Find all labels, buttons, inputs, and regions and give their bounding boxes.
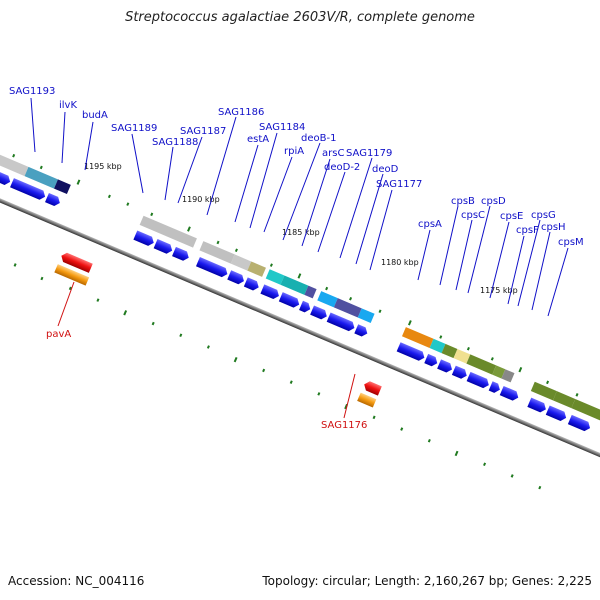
cds-arrow bbox=[499, 385, 519, 401]
reverse-feature-block bbox=[357, 392, 377, 408]
feature-block bbox=[466, 354, 497, 375]
label-leader-lines bbox=[30, 97, 569, 317]
cds-arrow bbox=[0, 167, 11, 185]
scale-ticks bbox=[12, 153, 579, 397]
gene-label-sag1188: SAG1188 bbox=[152, 137, 198, 148]
gene-label-deod-2: deoD-2 bbox=[324, 162, 360, 173]
feature-block bbox=[401, 327, 434, 349]
scale-label: 1185 kbp bbox=[282, 228, 320, 237]
feature-block bbox=[501, 369, 515, 383]
gene-label-cpsa: cpsA bbox=[418, 219, 442, 230]
gene-label-sag1193: SAG1193 bbox=[9, 86, 55, 97]
cds-arrow bbox=[451, 365, 467, 379]
gene-label-sag1184: SAG1184 bbox=[259, 122, 305, 133]
gene-label-cpsc: cpsC bbox=[461, 210, 485, 221]
cds-arrow bbox=[260, 284, 279, 300]
cds-arrow bbox=[527, 397, 546, 413]
feature-block bbox=[54, 179, 71, 195]
map-title: Streptococcus agalactiae 2603V/R, comple… bbox=[125, 10, 475, 25]
cds-arrow bbox=[488, 381, 500, 393]
feature-block bbox=[453, 348, 471, 364]
cds-arrow bbox=[195, 257, 228, 278]
cds-arrow bbox=[567, 414, 591, 432]
scale-labels: 1195 kbp 1190 kbp 1185 kbp 1180 kbp 1175… bbox=[84, 162, 518, 295]
scale-label: 1175 kbp bbox=[480, 286, 518, 295]
cds-arrow bbox=[243, 277, 259, 291]
gene-label-deod: deoD bbox=[372, 164, 399, 175]
reverse-feature-block bbox=[54, 264, 90, 286]
gene-labels: SAG1193 ilvK budA SAG1189 SAG1188 SAG118… bbox=[9, 86, 584, 248]
cds-arrow bbox=[396, 342, 425, 361]
gene-label-pava: pavA bbox=[46, 329, 71, 340]
cds-arrow bbox=[310, 305, 327, 320]
feature-block bbox=[139, 215, 197, 248]
reverse-cds-arrow bbox=[364, 381, 382, 396]
feature-block bbox=[530, 381, 557, 401]
cds-arrow bbox=[437, 359, 452, 373]
cds-arrow bbox=[172, 246, 189, 261]
cds-arrow bbox=[45, 192, 60, 207]
feature-block bbox=[0, 141, 29, 177]
cds-arrow bbox=[10, 178, 46, 200]
feature-block bbox=[304, 285, 317, 299]
cds-arrow bbox=[133, 230, 154, 246]
scale-label: 1190 kbp bbox=[182, 195, 220, 204]
cds-arrow bbox=[354, 324, 368, 337]
cds-arrow bbox=[299, 300, 311, 313]
gene-label-cpse: cpsE bbox=[500, 211, 523, 222]
feature-block bbox=[552, 391, 576, 409]
gene-label-buda: budA bbox=[82, 110, 108, 121]
feature-block bbox=[24, 166, 58, 189]
gene-label-cpsh: cpsH bbox=[541, 222, 566, 233]
gene-label-cpsf: cpsF bbox=[516, 225, 539, 236]
scale-label: 1195 kbp bbox=[84, 162, 122, 171]
gene-label-sag1179: SAG1179 bbox=[346, 148, 392, 159]
cds-arrow bbox=[545, 405, 567, 421]
feature-block bbox=[571, 398, 600, 424]
gene-label-arsc: arsC bbox=[322, 148, 344, 159]
cds-arrow bbox=[278, 292, 300, 308]
feature-block bbox=[199, 241, 235, 264]
gene-label-cpsd: cpsD bbox=[481, 196, 506, 207]
gene-label-cpsm: cpsM bbox=[558, 237, 584, 248]
gene-label-deob-1: deoB-1 bbox=[301, 133, 336, 144]
reverse-labels: pavA SAG1176 bbox=[46, 329, 367, 431]
feature-block bbox=[333, 298, 362, 318]
genome-backbone bbox=[0, 178, 600, 479]
lower-dot-track bbox=[13, 263, 542, 490]
reverse-cds-arrow bbox=[61, 252, 93, 273]
cds-arrow bbox=[227, 270, 244, 285]
feature-block bbox=[230, 254, 252, 271]
reverse-cds-track bbox=[54, 252, 382, 408]
feature-block bbox=[492, 365, 506, 379]
gene-label-sag1187: SAG1187 bbox=[180, 126, 226, 137]
feature-block bbox=[265, 269, 285, 285]
feature-block bbox=[280, 275, 309, 295]
gene-label-cpsg: cpsG bbox=[531, 210, 556, 221]
feature-block bbox=[317, 291, 338, 308]
feature-block bbox=[247, 261, 266, 277]
gene-label-sag1186: SAG1186 bbox=[218, 107, 264, 118]
feature-band bbox=[0, 141, 600, 424]
gene-label-sag1189: SAG1189 bbox=[111, 123, 157, 134]
gene-label-ilvk: ilvK bbox=[59, 100, 77, 111]
feature-block bbox=[357, 308, 375, 324]
cds-arrow bbox=[326, 312, 355, 332]
forward-cds-track bbox=[0, 167, 591, 432]
genome-summary-text: Topology: circular; Length: 2,160,267 bp… bbox=[262, 574, 592, 588]
gene-label-rpia: rpiA bbox=[284, 146, 304, 157]
accession-text: Accession: NC_004116 bbox=[8, 574, 145, 588]
cds-arrow bbox=[424, 353, 438, 367]
cds-arrow bbox=[153, 239, 173, 254]
scale-label: 1180 kbp bbox=[381, 258, 419, 267]
reverse-label-leader-lines bbox=[57, 281, 356, 419]
gene-label-sag1177: SAG1177 bbox=[376, 179, 422, 190]
feature-block bbox=[441, 343, 458, 359]
gene-label-sag1176: SAG1176 bbox=[321, 420, 367, 431]
cds-arrow bbox=[466, 371, 489, 389]
feature-block bbox=[429, 338, 446, 354]
gene-label-esta: estA bbox=[247, 134, 269, 145]
gene-label-cpsb: cpsB bbox=[451, 196, 475, 207]
